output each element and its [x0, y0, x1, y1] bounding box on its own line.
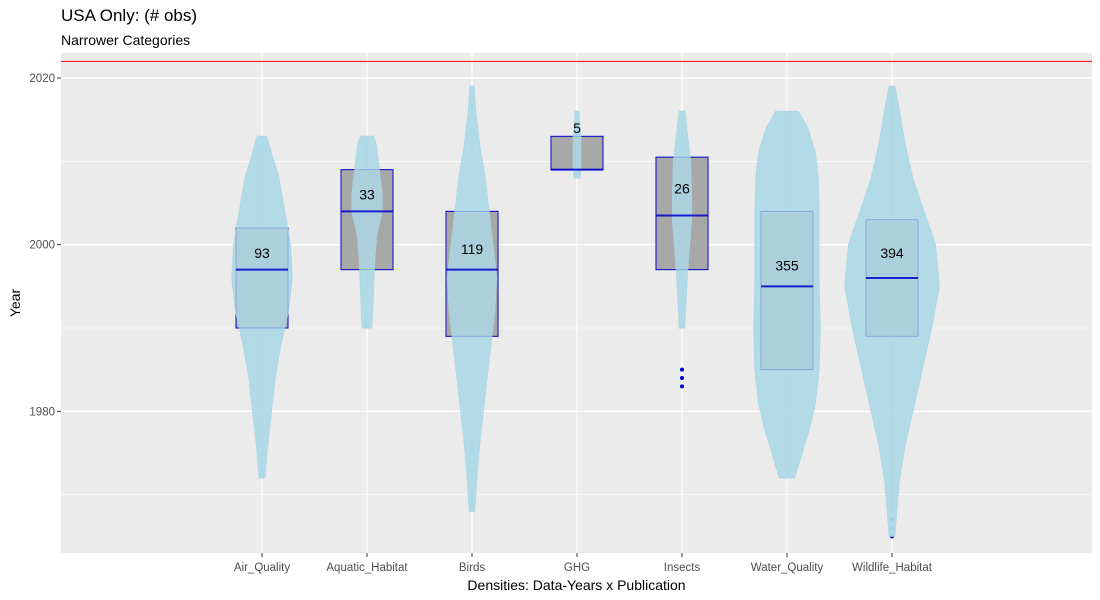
violin-group: 119 [445, 85, 499, 512]
count-label: 5 [573, 120, 581, 136]
chart-title: USA Only: (# obs) [61, 6, 198, 25]
outlier-point [680, 376, 684, 380]
box-overlay [760, 210, 814, 371]
violin-group: 5 [550, 110, 604, 179]
x-tick-label: Water_Quality [751, 562, 824, 574]
count-label: 33 [359, 187, 375, 203]
x-tick-label: Air_Quality [234, 562, 290, 574]
violin-group: 355 [753, 110, 821, 479]
violin-group: 93 [231, 135, 293, 479]
y-axis-title: Year [7, 289, 23, 318]
box-overlay [235, 227, 289, 329]
x-tick-label: Birds [459, 562, 485, 574]
count-label: 119 [461, 241, 484, 257]
box-overlay [445, 210, 499, 337]
violin-group: 33 [340, 135, 394, 329]
y-tick-label: 2020 [29, 73, 55, 85]
x-tick-label: Aquatic_Habitat [326, 562, 408, 574]
box-overlay [550, 135, 604, 171]
chart-marks: 93 33 119 5 26 355 394 [231, 85, 940, 539]
x-tick-label: GHG [564, 562, 590, 574]
y-tick-label: 1980 [29, 406, 55, 418]
x-tick-label: Wildlife_Habitat [852, 562, 933, 574]
violin-group: 394 [844, 85, 940, 539]
count-label: 26 [674, 180, 690, 196]
outlier-point [680, 367, 684, 372]
y-tick-label: 2000 [29, 240, 55, 252]
x-tick-label: Insects [664, 562, 701, 574]
box-overlay [340, 169, 394, 271]
outlier-point [680, 384, 684, 389]
x-axis: Air_Quality Aquatic_Habitat Birds GHG Insect… [234, 553, 933, 574]
count-label: 93 [254, 245, 270, 261]
count-label: 394 [880, 245, 904, 261]
y-axis: 1980 2000 2020 [29, 73, 61, 418]
chart-subtitle: Narrower Categories [61, 32, 191, 48]
box-overlay [655, 156, 709, 271]
count-label: 355 [775, 258, 799, 274]
x-axis-title: Densities: Data-Years x Publication [467, 577, 685, 593]
violin-group: 26 [655, 110, 709, 389]
